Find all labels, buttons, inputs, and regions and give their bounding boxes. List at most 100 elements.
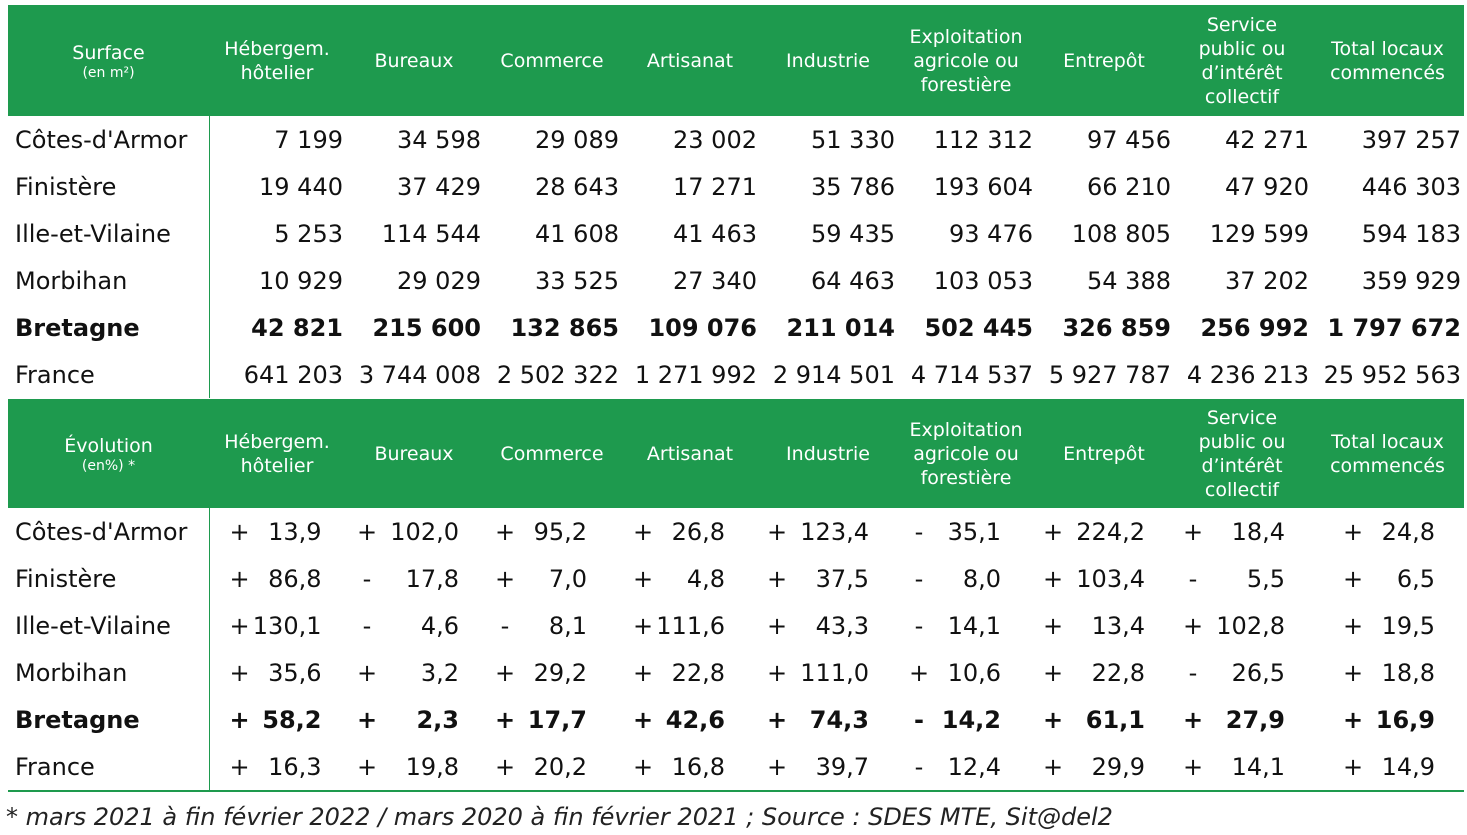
evolution-value: 224,2 (1076, 517, 1145, 546)
surface-value-cell: 1 797 672 (1327, 313, 1461, 342)
evolution-column-header: Hébergem. hôtelier (209, 399, 345, 508)
evolution-sign: + (1342, 752, 1364, 781)
table-row: Morbihan +35,6 +3,2 +29,2 +22,8 +111,0 +10,6 +2… (8, 649, 1464, 696)
surface-value-cell: 25 952 563 (1323, 360, 1461, 389)
evolution-value-cell: - 5,5 (1173, 555, 1311, 602)
evolution-value: 6,5 (1396, 564, 1435, 593)
surface-value-cell: 193 604 (933, 172, 1033, 201)
evolution-sign: + (766, 517, 788, 546)
evolution-sign: + (632, 517, 654, 546)
evolution-sign: + (229, 611, 250, 640)
evolution-sign: + (1342, 705, 1364, 734)
surface-header-row: Surface (en m²) Hébergem. hôtelier Bureaux… (8, 5, 1464, 116)
evolution-column-header: Exploitation agricole ou forestière (897, 399, 1035, 508)
evolution-value: 42,6 (665, 705, 725, 734)
surface-value-cell: 17 271 (673, 172, 757, 201)
surface-column-header-line: Entrepôt (1063, 49, 1145, 72)
surface-value-cell: 359 929 (1361, 266, 1461, 295)
evolution-value: 20,2 (533, 752, 587, 781)
evolution-value: 18,8 (1381, 658, 1435, 687)
evolution-sign: + (632, 658, 654, 687)
evolution-value: 86,8 (268, 564, 322, 593)
evolution-column-header: Industrie (759, 399, 897, 508)
evolution-value-cell: +35,6 (209, 649, 345, 696)
evolution-sign: + (1182, 611, 1204, 640)
evolution-sign: + (632, 611, 654, 640)
surface-value-cell: 59 435 (811, 219, 895, 248)
evolution-value-cell: +4,8 (621, 555, 759, 602)
evolution-corner-header: Évolution (en%) * (8, 399, 209, 508)
evolution-sign: + (229, 658, 250, 687)
surface-value-cell: 37 429 (397, 172, 481, 201)
surface-column-header: Total locaux commencés (1311, 5, 1464, 116)
surface-value-cell: 42 821 (251, 313, 343, 342)
evolution-value: 17,7 (527, 705, 587, 734)
surface-value-cell: 29 089 (535, 125, 619, 154)
evolution-column-header-line: d’intérêt (1201, 454, 1283, 477)
evolution-value: 58,2 (262, 705, 322, 734)
surface-column-header: Industrie (759, 5, 897, 116)
evolution-sign: + (1342, 564, 1364, 593)
evolution-value-cell: - 26,5 (1173, 649, 1311, 696)
surface-value-cell: 41 608 (535, 219, 619, 248)
surface-column-header-line: agricole ou (913, 49, 1019, 72)
evolution-value: 26,8 (671, 517, 725, 546)
surface-column-header: Hébergem. hôtelier (209, 5, 345, 116)
surface-value-cell: 27 340 (673, 266, 757, 295)
surface-column-header: Exploitation agricole ou forestière (897, 5, 1035, 116)
evolution-table: Évolution (en%) * Hébergem. hôtelier Burea… (8, 399, 1464, 792)
evolution-value: 39,7 (815, 752, 869, 781)
evolution-value-cell: +22,8 (621, 649, 759, 696)
evolution-sign: + (356, 658, 378, 687)
evolution-value-cell: +37,5 (759, 555, 897, 602)
evolution-value-cell: +102,0 (345, 508, 483, 555)
evolution-value-cell: +27,9 (1173, 696, 1311, 743)
evolution-value: 24,8 (1381, 517, 1435, 546)
evolution-value-cell: - 4,6 (345, 602, 483, 649)
evolution-value-cell: +17,7 (483, 696, 621, 743)
surface-value-cell: 51 330 (811, 125, 895, 154)
evolution-column-header-line: collectif (1204, 478, 1280, 501)
surface-value-cell: 215 600 (372, 313, 481, 342)
evolution-column-header-line: Service (1206, 406, 1278, 429)
surface-value-cell: 1 271 992 (634, 360, 757, 389)
surface-corner-header: Surface (en m²) (8, 5, 209, 116)
surface-value-cell: 7 199 (274, 125, 343, 154)
evolution-sign: + (1342, 658, 1364, 687)
evolution-value: 27,9 (1225, 705, 1285, 734)
surface-table: Surface (en m²) Hébergem. hôtelier Bureaux… (8, 5, 1464, 398)
evolution-value-cell: +29,9 (1035, 743, 1173, 791)
row-label: Bretagne (8, 304, 210, 351)
evolution-value: 4,6 (420, 611, 459, 640)
evolution-value-cell: +43,3 (759, 602, 897, 649)
evolution-value: 14,1 (947, 611, 1001, 640)
evolution-value-cell: +103,4 (1035, 555, 1173, 602)
evolution-sign: + (356, 705, 378, 734)
row-label: France (8, 351, 210, 398)
evolution-value: 13,4 (1091, 611, 1145, 640)
surface-value-cell: 132 865 (510, 313, 619, 342)
table-row: France +16,3 +19,8 +20,2 +16,8 +39,7-12,4 +29,… (8, 743, 1464, 791)
evolution-value: 111,0 (800, 658, 869, 687)
surface-column-header-line: d’intérêt (1201, 61, 1283, 84)
evolution-column-header-line: public ou (1198, 430, 1286, 453)
evolution-sign: + (632, 564, 654, 593)
evolution-sign: + (494, 517, 516, 546)
evolution-value-cell: +95,2 (483, 508, 621, 555)
evolution-value-cell: +123,4 (759, 508, 897, 555)
surface-value-cell: 446 303 (1361, 172, 1461, 201)
evolution-value: 16,8 (671, 752, 725, 781)
evolution-value-cell: +13,9 (209, 508, 345, 555)
evolution-value-cell: +102,8 (1173, 602, 1311, 649)
surface-value-cell: 109 076 (648, 313, 757, 342)
evolution-sign: + (766, 658, 788, 687)
surface-column-header-line: Commerce (500, 49, 604, 72)
evolution-column-header: Service public ou d’intérêt collectif (1173, 399, 1311, 508)
evolution-value-cell: +111,6 (621, 602, 759, 649)
evolution-sign: + (1042, 658, 1064, 687)
surface-column-header-line: collectif (1204, 85, 1280, 108)
evolution-column-header-line: agricole ou (913, 442, 1019, 465)
row-label: France (8, 743, 210, 791)
surface-value-cell: 256 992 (1200, 313, 1309, 342)
surface-value-cell: 35 786 (811, 172, 895, 201)
